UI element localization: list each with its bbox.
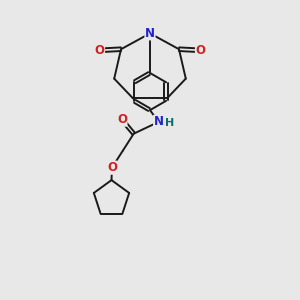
- Text: O: O: [117, 113, 127, 126]
- Text: N: N: [145, 27, 155, 40]
- Text: H: H: [165, 118, 174, 128]
- Text: N: N: [154, 116, 164, 128]
- Text: O: O: [196, 44, 206, 57]
- Text: O: O: [107, 161, 117, 174]
- Text: O: O: [94, 44, 104, 57]
